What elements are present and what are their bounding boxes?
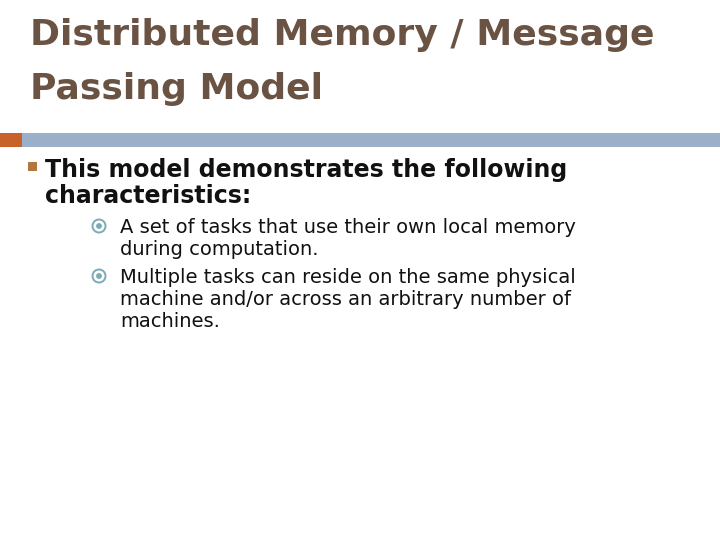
Bar: [28, 162, 37, 171]
Text: during computation.: during computation.: [120, 240, 318, 259]
Text: characteristics:: characteristics:: [45, 184, 251, 208]
Circle shape: [96, 224, 102, 228]
Circle shape: [96, 274, 102, 278]
Text: This model demonstrates the following: This model demonstrates the following: [45, 158, 567, 182]
Text: machine and/or across an arbitrary number of: machine and/or across an arbitrary numbe…: [120, 290, 571, 309]
Text: Multiple tasks can reside on the same physical: Multiple tasks can reside on the same ph…: [120, 268, 576, 287]
Bar: [0, 133, 22, 147]
Text: A set of tasks that use their own local memory: A set of tasks that use their own local …: [120, 218, 576, 237]
Text: Passing Model: Passing Model: [30, 72, 323, 106]
Text: Distributed Memory / Message: Distributed Memory / Message: [30, 18, 654, 52]
Bar: [0, 133, 720, 147]
Text: machines.: machines.: [120, 312, 220, 331]
